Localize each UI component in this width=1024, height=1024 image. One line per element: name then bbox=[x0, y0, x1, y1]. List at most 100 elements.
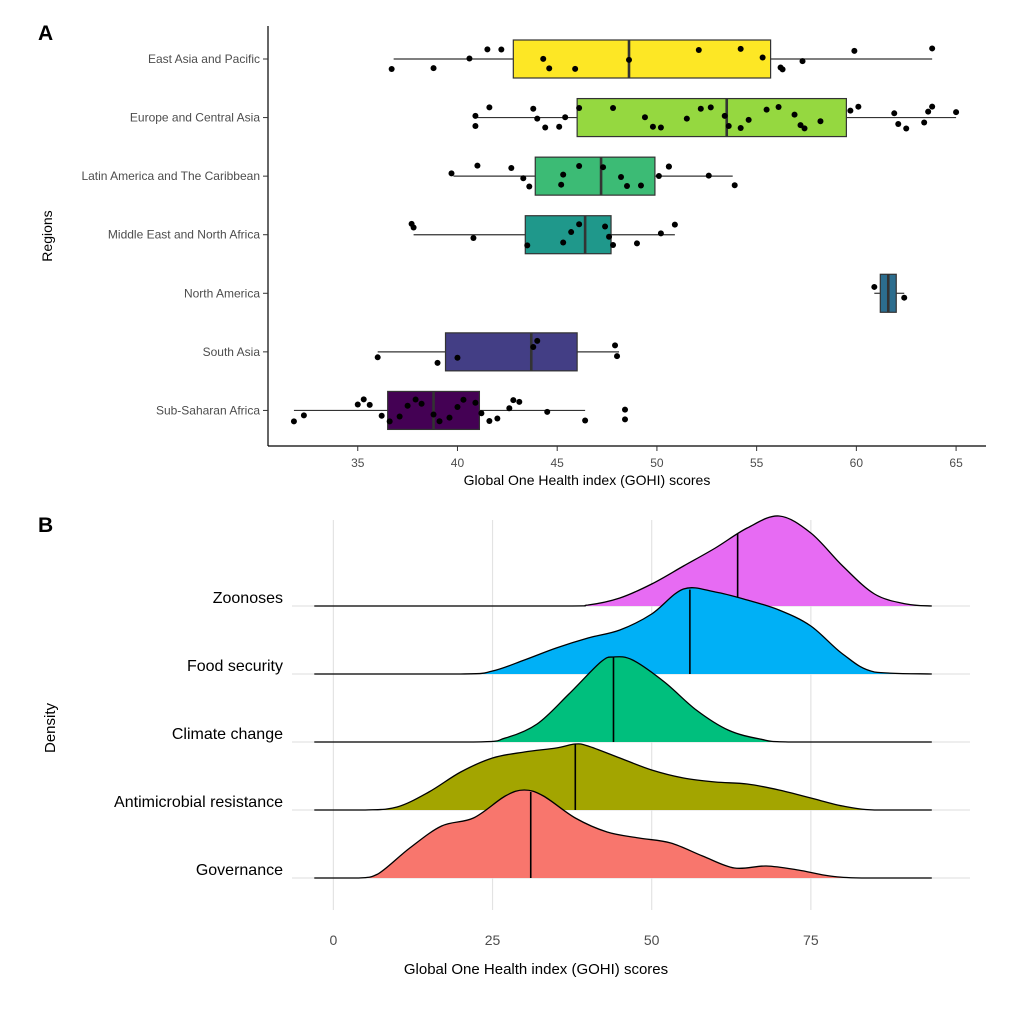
y-tick-label: East Asia and Pacific bbox=[148, 52, 260, 66]
x-tick-label: 45 bbox=[551, 456, 565, 470]
data-point bbox=[494, 415, 501, 422]
box bbox=[444, 332, 578, 372]
data-point bbox=[622, 406, 629, 413]
y-tick-label: Sub-Saharan Africa bbox=[156, 403, 260, 417]
data-point bbox=[817, 118, 824, 125]
data-point bbox=[901, 294, 908, 301]
data-point bbox=[633, 240, 640, 247]
data-point bbox=[410, 224, 417, 231]
x-tick-label: 65 bbox=[949, 456, 963, 470]
data-point bbox=[624, 182, 630, 189]
data-point bbox=[707, 104, 714, 111]
density-outline bbox=[314, 656, 932, 743]
density-outline bbox=[314, 515, 932, 607]
data-point bbox=[534, 115, 541, 122]
data-point bbox=[474, 162, 481, 169]
data-point bbox=[366, 401, 373, 408]
x-tick-label: 40 bbox=[451, 456, 465, 470]
data-point bbox=[925, 108, 932, 115]
data-point bbox=[404, 402, 411, 409]
density-area bbox=[314, 743, 932, 810]
data-point bbox=[618, 173, 625, 180]
panel-a-tag: A bbox=[38, 22, 53, 45]
data-point bbox=[871, 283, 878, 290]
x-tick-label: 55 bbox=[750, 456, 764, 470]
data-point bbox=[683, 115, 690, 122]
data-point bbox=[446, 414, 453, 421]
data-point bbox=[568, 229, 575, 236]
data-point bbox=[558, 181, 565, 188]
box bbox=[534, 156, 656, 196]
data-point bbox=[610, 104, 617, 111]
data-point bbox=[721, 112, 728, 119]
data-point bbox=[388, 65, 395, 72]
data-point bbox=[655, 172, 662, 179]
data-point bbox=[759, 54, 766, 61]
data-point bbox=[737, 124, 744, 131]
data-point bbox=[378, 412, 385, 419]
data-point bbox=[610, 242, 617, 249]
data-point bbox=[799, 58, 806, 65]
data-point bbox=[851, 47, 858, 54]
data-point bbox=[470, 235, 477, 242]
data-point bbox=[576, 104, 583, 111]
x-tick-label: 50 bbox=[650, 456, 664, 470]
ridge-label: Governance bbox=[196, 862, 283, 879]
data-point bbox=[472, 123, 479, 130]
data-point bbox=[486, 104, 493, 111]
panel-b-tag: B bbox=[38, 514, 53, 537]
data-point bbox=[614, 353, 621, 360]
data-point bbox=[360, 396, 367, 403]
data-point bbox=[665, 163, 672, 170]
data-point bbox=[625, 56, 632, 63]
ridge-label: Antimicrobial resistance bbox=[114, 794, 283, 811]
density-outline bbox=[314, 789, 932, 879]
data-point bbox=[895, 121, 902, 128]
data-point bbox=[641, 114, 648, 121]
data-point bbox=[430, 411, 437, 418]
data-point bbox=[486, 417, 493, 424]
data-point bbox=[602, 223, 609, 230]
data-point bbox=[657, 230, 664, 237]
y-axis-title: Density bbox=[42, 702, 59, 753]
data-point bbox=[498, 46, 505, 53]
ridge-label: Zoonoses bbox=[213, 590, 283, 607]
x-tick-label: 35 bbox=[351, 456, 365, 470]
data-point bbox=[657, 124, 664, 131]
ridge-label: Climate change bbox=[172, 726, 283, 743]
data-point bbox=[526, 183, 533, 190]
data-point bbox=[779, 66, 786, 73]
data-point bbox=[697, 105, 704, 112]
data-point bbox=[436, 418, 443, 425]
data-point bbox=[649, 123, 656, 130]
data-point bbox=[612, 342, 619, 349]
data-point bbox=[374, 354, 381, 361]
data-point bbox=[520, 175, 527, 182]
y-tick-label: South Asia bbox=[203, 345, 261, 359]
density-area bbox=[314, 656, 932, 742]
data-point bbox=[466, 55, 473, 62]
y-axis-title: Regions bbox=[39, 210, 55, 261]
data-point bbox=[386, 418, 393, 425]
density-outline bbox=[314, 743, 932, 811]
data-point bbox=[472, 112, 479, 119]
data-point bbox=[560, 171, 567, 178]
data-point bbox=[542, 124, 549, 131]
data-point bbox=[530, 343, 537, 350]
data-point bbox=[448, 170, 455, 177]
data-point bbox=[506, 405, 513, 412]
data-point bbox=[737, 45, 744, 52]
box bbox=[524, 215, 612, 255]
data-point bbox=[953, 109, 960, 116]
data-point bbox=[434, 359, 441, 366]
data-point bbox=[454, 354, 461, 361]
data-point bbox=[576, 221, 583, 228]
data-point bbox=[891, 110, 898, 117]
box bbox=[512, 39, 772, 79]
data-point bbox=[460, 396, 467, 403]
y-tick-label: Middle East and North Africa bbox=[108, 228, 260, 242]
density-outline bbox=[314, 587, 932, 675]
x-axis-title: Global One Health index (GOHI) scores bbox=[464, 472, 711, 488]
